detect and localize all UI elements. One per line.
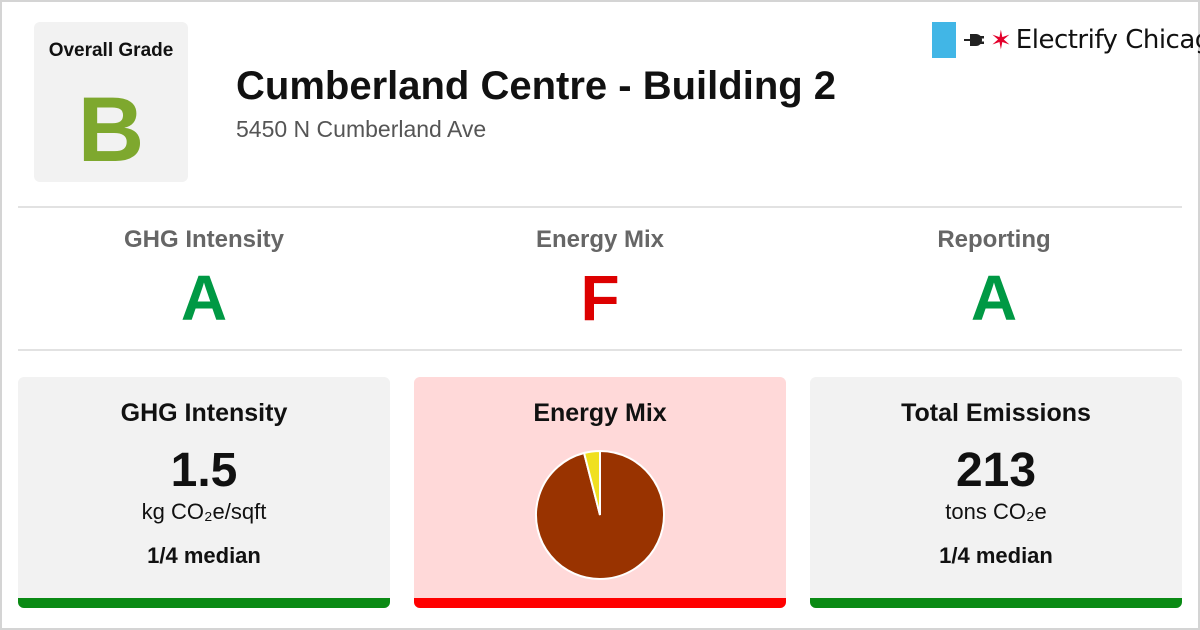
subgrade-energy-mix-letter: F bbox=[580, 262, 620, 334]
logo-brand-text: Electrify Chicago bbox=[1015, 25, 1200, 55]
overall-grade-letter: B bbox=[77, 79, 145, 181]
ghg-card-value: 1.5 bbox=[170, 444, 238, 497]
plug-icon bbox=[964, 34, 984, 46]
subgrade-reporting-letter: A bbox=[970, 262, 1018, 334]
subgrade-reporting-label: Reporting bbox=[937, 226, 1051, 253]
red-star-icon: ✶ bbox=[990, 25, 1012, 55]
ghg-card-median: 1/4 median bbox=[147, 543, 261, 568]
emissions-card-status-bar bbox=[810, 598, 1182, 608]
emissions-card-value: 213 bbox=[955, 444, 1037, 497]
subgrade-energy-mix-label: Energy Mix bbox=[535, 226, 665, 253]
total-emissions-card: Total Emissions 213 tons CO₂e 1/4 median bbox=[810, 377, 1182, 608]
ghg-card-title: GHG Intensity bbox=[120, 399, 288, 427]
emissions-card-title: Total Emissions bbox=[901, 399, 1091, 427]
building-address: 5450 N Cumberland Ave bbox=[236, 116, 487, 142]
energy-mix-card: Energy Mix bbox=[414, 377, 786, 608]
chicago-flag-icon bbox=[932, 22, 956, 58]
energy-mix-pie-chart bbox=[535, 449, 665, 580]
subgrade-ghg-letter: A bbox=[180, 262, 228, 334]
energy-mix-card-title: Energy Mix bbox=[533, 399, 667, 427]
emissions-card-unit: tons CO₂e bbox=[945, 499, 1047, 524]
subgrade-ghg: GHG Intensity A bbox=[18, 226, 390, 330]
pie-slice-1 bbox=[582, 449, 601, 516]
subgrade-energy-mix: Energy Mix F bbox=[414, 226, 786, 330]
overall-grade-box: Overall Grade B bbox=[34, 22, 188, 182]
overall-grade-label: Overall Grade bbox=[48, 40, 174, 61]
divider-bottom bbox=[18, 349, 1182, 351]
energy-mix-card-status-bar bbox=[414, 598, 786, 608]
ghg-card-unit: kg CO₂e/sqft bbox=[141, 499, 267, 524]
subgrade-ghg-label: GHG Intensity bbox=[123, 226, 285, 253]
divider-top bbox=[18, 206, 1182, 208]
building-name: Cumberland Centre - Building 2 bbox=[236, 64, 837, 108]
emissions-card-median: 1/4 median bbox=[939, 543, 1053, 568]
ghg-card-status-bar bbox=[18, 598, 390, 608]
electrify-chicago-logo[interactable]: ✶ Electrify Chicago bbox=[932, 22, 1200, 58]
ghg-intensity-card: GHG Intensity 1.5 kg CO₂e/sqft 1/4 media… bbox=[18, 377, 390, 608]
subgrade-reporting: Reporting A bbox=[808, 226, 1180, 330]
